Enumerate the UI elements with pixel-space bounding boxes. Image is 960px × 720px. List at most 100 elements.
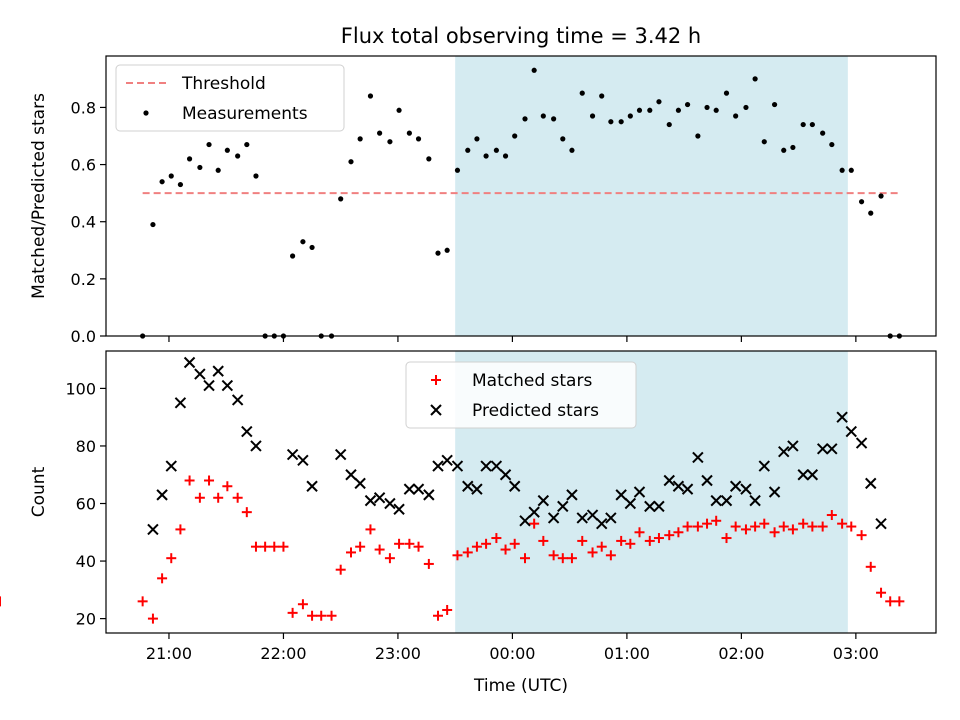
data-point [730, 521, 741, 532]
data-point [845, 425, 857, 438]
data-point [377, 130, 383, 136]
x-b [797, 469, 809, 481]
chart-title: Flux total observing time = 3.42 h [341, 24, 701, 48]
x-b [692, 451, 704, 464]
data-point [750, 521, 761, 532]
series-matched-stars [0, 475, 905, 624]
data-point [752, 76, 758, 82]
x-b [451, 460, 464, 472]
x-b [653, 500, 665, 513]
legend-entry: Threshold [126, 74, 266, 94]
x-b [297, 454, 309, 467]
data-point [868, 210, 874, 216]
data-point [616, 535, 627, 546]
data-point [184, 475, 195, 486]
axes-frame [105, 55, 937, 337]
data-point [269, 541, 280, 552]
data-point [316, 610, 327, 621]
data-point [519, 515, 531, 527]
data-point [829, 141, 835, 148]
data-point [451, 460, 464, 472]
data-point [740, 524, 751, 535]
data-point [666, 121, 672, 128]
data-point [509, 538, 520, 549]
data-point [197, 164, 203, 171]
data-point [548, 550, 559, 561]
x-tick-label: 02:00 [718, 644, 764, 663]
x-b [354, 477, 366, 490]
data-point [781, 147, 787, 153]
legend-dot-marker [143, 110, 149, 116]
data-point [250, 541, 261, 552]
x-b [174, 397, 187, 409]
x-b [633, 486, 646, 498]
data-point [663, 474, 675, 487]
data-point [221, 379, 234, 392]
x-b [345, 469, 357, 481]
data-point [589, 113, 596, 119]
x-b [672, 480, 685, 492]
x-b [537, 494, 550, 507]
data-point [653, 500, 665, 513]
data-point [809, 121, 815, 128]
data-point [165, 460, 177, 472]
data-point [758, 460, 770, 472]
legend-label: Matched stars [472, 371, 592, 391]
y-tick-label: 60 [76, 495, 96, 514]
data-point [481, 538, 492, 549]
data-point [743, 104, 749, 111]
data-point [599, 93, 605, 99]
x-b [749, 494, 761, 507]
data-point [442, 604, 453, 615]
data-point [817, 521, 828, 532]
data-point [627, 113, 633, 119]
data-point [855, 437, 868, 449]
data-point [537, 494, 550, 507]
data-point [433, 610, 443, 621]
data-point [790, 144, 796, 151]
x-b [212, 365, 224, 377]
data-point [653, 533, 664, 544]
data-point [520, 553, 531, 564]
data-point [733, 113, 739, 119]
data-point [846, 521, 857, 532]
data-point [241, 507, 252, 518]
data-point [287, 607, 298, 618]
data-point [837, 518, 848, 529]
x-b [586, 509, 599, 521]
legend-label: Measurements [182, 104, 308, 124]
data-point [286, 448, 299, 461]
data-point [462, 480, 474, 492]
x-b [845, 425, 857, 438]
x-b [605, 512, 617, 524]
data-point [338, 196, 344, 202]
data-point [508, 480, 521, 492]
x-b [432, 460, 444, 472]
data-point [373, 492, 386, 504]
x-b [286, 448, 299, 461]
data-point [166, 553, 177, 564]
y-tick-label: 100 [65, 379, 96, 398]
data-point [307, 610, 318, 621]
data-point [768, 486, 781, 498]
data-point [644, 535, 655, 546]
data-point [213, 492, 224, 503]
data-point [740, 483, 752, 495]
data-point [608, 119, 614, 125]
x-tick-label: 22:00 [260, 644, 306, 663]
y-tick-label: 0.6 [71, 156, 96, 175]
data-point [231, 394, 244, 406]
y-tick-label: 0.4 [71, 213, 96, 232]
x-b [855, 437, 868, 449]
shaded-region [455, 56, 848, 336]
data-point [875, 517, 887, 530]
data-point [406, 130, 412, 136]
data-point [797, 469, 809, 481]
data-point [569, 147, 575, 153]
data-point [348, 159, 354, 165]
data-point [367, 93, 374, 99]
data-point [596, 541, 607, 552]
data-point [759, 518, 770, 529]
x-b [306, 480, 318, 492]
data-point [711, 515, 722, 526]
